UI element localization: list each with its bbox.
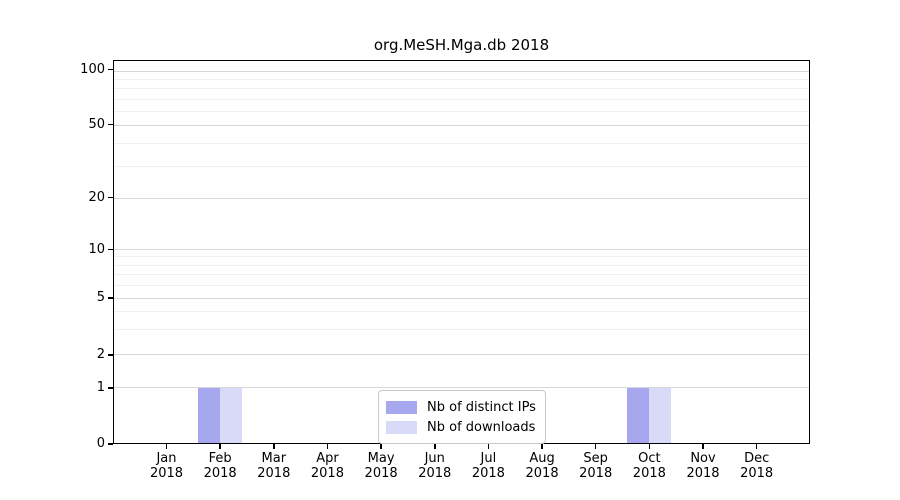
x-tick-label: Dec 2018: [740, 451, 774, 481]
x-tick-label: Oct 2018: [632, 451, 666, 481]
minor-gridline: [114, 256, 809, 258]
x-tick-mark: [219, 444, 221, 449]
minor-gridline: [114, 165, 809, 167]
major-gridline: [114, 386, 809, 388]
y-tick-label: 50: [88, 116, 105, 132]
bar-downloads-oct: [648, 387, 671, 443]
y-tick-label: 0: [96, 436, 105, 451]
y-tick-label: 10: [88, 241, 105, 257]
y-tick-mark: [108, 387, 113, 389]
minor-gridline: [114, 142, 809, 144]
x-tick-mark: [434, 444, 436, 449]
y-tick-mark: [108, 354, 113, 356]
bar-distinct-ips-oct: [626, 387, 649, 443]
minor-gridline: [114, 98, 809, 100]
x-tick-label: Apr 2018: [310, 451, 344, 481]
x-tick-mark: [755, 444, 758, 449]
x-tick-mark: [541, 444, 543, 449]
y-tick-mark: [108, 123, 113, 126]
minor-gridline: [114, 273, 809, 275]
major-gridline: [114, 125, 809, 127]
x-tick-mark: [702, 444, 704, 449]
major-gridline: [114, 353, 809, 355]
x-tick-label: Jan 2018: [149, 451, 184, 481]
y-tick-label: 1: [96, 380, 105, 396]
minor-gridline: [114, 264, 809, 266]
x-tick-mark: [594, 444, 597, 449]
x-tick-mark: [487, 444, 490, 449]
x-tick-mark: [273, 444, 275, 449]
minor-gridline: [114, 328, 809, 330]
legend-label-distinct-ips: Nb of distinct IPs: [427, 399, 536, 415]
x-tick-mark: [165, 444, 168, 449]
major-gridline: [114, 70, 809, 72]
x-tick-mark: [648, 444, 651, 449]
minor-gridline: [114, 79, 809, 81]
major-gridline: [114, 249, 809, 251]
legend-swatch-downloads: [386, 420, 417, 434]
x-tick-label: May 2018: [364, 451, 398, 481]
x-tick-label: Jun 2018: [418, 451, 452, 481]
y-tick-mark: [108, 68, 113, 71]
x-tick-label: Sep 2018: [579, 451, 613, 481]
bar-distinct-ips-feb: [197, 387, 220, 443]
legend-label-downloads: Nb of downloads: [427, 419, 536, 435]
x-tick-mark: [326, 444, 329, 449]
x-tick-label: Aug 2018: [525, 451, 559, 481]
y-tick-mark: [108, 297, 113, 299]
minor-gridline: [114, 311, 809, 313]
x-tick-label: Jul 2018: [471, 451, 505, 481]
x-tick-label: Nov 2018: [686, 451, 720, 481]
major-gridline: [114, 297, 809, 299]
minor-gridline: [114, 284, 809, 286]
bar-downloads-feb: [219, 387, 242, 443]
legend-swatch-distinct-ips: [386, 400, 417, 414]
y-tick-mark: [108, 248, 113, 250]
minor-gridline: [114, 111, 809, 112]
y-tick-label: 100: [80, 61, 105, 77]
minor-gridline: [114, 88, 809, 90]
legend-item-downloads: Nb of downloads: [386, 417, 536, 437]
y-tick-mark: [108, 196, 113, 199]
plot-area: Nb of distinct IPs Nb of downloads: [113, 60, 810, 444]
y-tick-label: 20: [88, 189, 105, 205]
y-tick-label: 5: [96, 290, 105, 306]
y-tick-mark: [108, 443, 113, 445]
legend: Nb of distinct IPs Nb of downloads: [378, 390, 546, 444]
legend-item-distinct-ips: Nb of distinct IPs: [386, 397, 536, 417]
chart-title: org.MeSH.Mga.db 2018: [373, 36, 550, 54]
x-tick-label: Feb 2018: [203, 451, 237, 481]
major-gridline: [114, 197, 809, 199]
y-tick-label: 2: [96, 347, 105, 363]
x-tick-label: Mar 2018: [257, 451, 291, 481]
x-tick-mark: [380, 444, 382, 449]
